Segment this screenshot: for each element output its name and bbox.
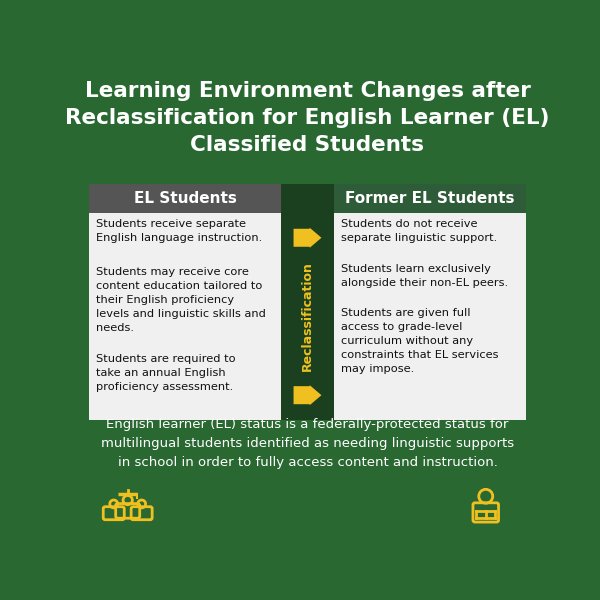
Polygon shape bbox=[293, 385, 322, 405]
Text: Reclassification: Reclassification bbox=[301, 262, 314, 371]
FancyBboxPatch shape bbox=[89, 213, 281, 420]
FancyBboxPatch shape bbox=[281, 184, 334, 420]
FancyBboxPatch shape bbox=[89, 184, 281, 213]
Text: Students learn exclusively
alongside their non-EL peers.: Students learn exclusively alongside the… bbox=[341, 264, 508, 288]
Text: Students receive separate
English language instruction.: Students receive separate English langua… bbox=[96, 219, 262, 243]
FancyBboxPatch shape bbox=[334, 184, 526, 213]
Text: Students may receive core
content education tailored to
their English proficienc: Students may receive core content educat… bbox=[96, 267, 266, 333]
Text: EL Students: EL Students bbox=[134, 191, 236, 206]
Text: Former EL Students: Former EL Students bbox=[345, 191, 515, 206]
Text: Students are given full
access to grade-level
curriculum without any
constraints: Students are given full access to grade-… bbox=[341, 308, 499, 374]
Text: Students are required to
take an annual English
proficiency assessment.: Students are required to take an annual … bbox=[96, 354, 236, 392]
FancyBboxPatch shape bbox=[334, 213, 526, 420]
Text: English learner (EL) status is a federally-protected status for
multilingual stu: English learner (EL) status is a federal… bbox=[101, 418, 514, 469]
Text: Learning Environment Changes after
Reclassification for English Learner (EL)
Cla: Learning Environment Changes after Recla… bbox=[65, 81, 550, 155]
Text: Students do not receive
separate linguistic support.: Students do not receive separate linguis… bbox=[341, 219, 497, 243]
Polygon shape bbox=[293, 228, 322, 248]
